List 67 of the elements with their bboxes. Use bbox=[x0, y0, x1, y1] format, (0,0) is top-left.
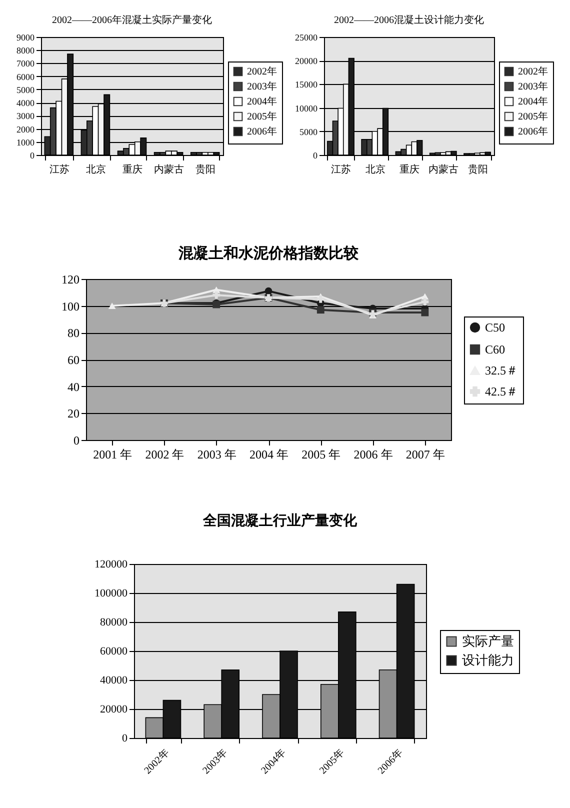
x-tick-label: 北京 bbox=[365, 164, 386, 176]
y-tick-label: 100 bbox=[62, 299, 80, 314]
legend-label: 设计能力 bbox=[462, 652, 514, 668]
chart-title: 2002——2006混凝土设计能力变化 bbox=[334, 14, 484, 26]
legend-label: 2006年 bbox=[247, 126, 277, 138]
y-tick-label: 40 bbox=[68, 380, 80, 394]
y-tick-label: 6000 bbox=[16, 72, 35, 82]
y-tick-label: 2000 bbox=[16, 124, 35, 134]
legend-label: C60 bbox=[485, 342, 506, 356]
y-tick-label: 10000 bbox=[295, 103, 318, 114]
x-tick-label: 内蒙古 bbox=[154, 164, 184, 176]
legend-label: 2006年 bbox=[518, 126, 548, 138]
legend-label: 42.5＃ bbox=[485, 384, 518, 398]
y-tick-label: 0 bbox=[122, 732, 128, 744]
chart-title: 全国混凝土行业产量变化 bbox=[202, 512, 358, 529]
x-tick-label: 2006 年 bbox=[354, 448, 393, 462]
legend-label: 2003年 bbox=[518, 80, 548, 92]
chart-title: 2002——2006年混凝土实际产量变化 bbox=[52, 14, 212, 26]
y-tick-label: 8000 bbox=[16, 46, 35, 56]
x-tick-label: 2001 年 bbox=[93, 448, 132, 462]
y-tick-label: 3000 bbox=[16, 111, 35, 122]
y-tick-label: 120000 bbox=[94, 558, 128, 570]
y-tick-label: 4000 bbox=[16, 98, 35, 108]
x-tick-label: 2003 年 bbox=[197, 448, 236, 462]
y-tick-label: 15000 bbox=[295, 80, 318, 90]
y-tick-label: 60000 bbox=[100, 646, 128, 658]
y-tick-label: 40000 bbox=[100, 674, 128, 686]
y-tick-label: 5000 bbox=[16, 84, 35, 95]
x-tick-label: 重庆 bbox=[122, 164, 142, 176]
x-tick-label: 贵阳 bbox=[468, 164, 488, 176]
legend-label: C50 bbox=[485, 320, 506, 334]
legend-label: 2003年 bbox=[247, 80, 277, 92]
x-tick-label: 江苏 bbox=[331, 164, 352, 176]
y-tick-label: 120 bbox=[62, 272, 80, 286]
y-tick-label: 80000 bbox=[100, 616, 128, 628]
y-tick-label: 7000 bbox=[16, 58, 35, 69]
y-tick-label: 0 bbox=[74, 434, 80, 448]
y-tick-label: 5000 bbox=[300, 126, 318, 137]
x-tick-label: 2002 年 bbox=[145, 448, 184, 462]
chart-title: 混凝土和水泥价格指数比较 bbox=[178, 245, 360, 262]
x-tick-label: 2005 年 bbox=[302, 448, 341, 462]
legend-label: 实际产量 bbox=[462, 634, 514, 648]
y-tick-label: 20000 bbox=[295, 56, 318, 66]
x-tick-label: 重庆 bbox=[400, 164, 420, 176]
x-tick-label: 江苏 bbox=[49, 164, 70, 176]
y-tick-label: 80 bbox=[68, 326, 80, 340]
x-tick-label: 2007 年 bbox=[406, 448, 445, 462]
legend-label: 2005年 bbox=[518, 110, 548, 122]
y-tick-label: 9000 bbox=[16, 32, 35, 42]
legend-label: 2004年 bbox=[518, 96, 548, 108]
legend-label: 2002年 bbox=[518, 66, 548, 78]
y-tick-label: 20000 bbox=[100, 704, 128, 716]
y-tick-label: 100000 bbox=[94, 588, 128, 600]
legend-label: 32.5＃ bbox=[485, 364, 518, 378]
legend-label: 2002年 bbox=[247, 66, 277, 78]
y-tick-label: 1000 bbox=[16, 137, 35, 148]
x-tick-label: 贵阳 bbox=[196, 164, 216, 176]
y-tick-label: 60 bbox=[68, 353, 80, 367]
y-tick-label: 20 bbox=[68, 406, 80, 421]
x-tick-label: 内蒙古 bbox=[428, 164, 459, 176]
legend-label: 2004年 bbox=[247, 96, 277, 108]
y-tick-label: 25000 bbox=[295, 32, 318, 42]
legend-label: 2005年 bbox=[247, 110, 277, 122]
x-tick-label: 2004 年 bbox=[250, 448, 288, 462]
y-tick-label: 0 bbox=[313, 150, 318, 160]
x-tick-label: 北京 bbox=[86, 164, 106, 176]
y-tick-label: 0 bbox=[30, 150, 35, 160]
